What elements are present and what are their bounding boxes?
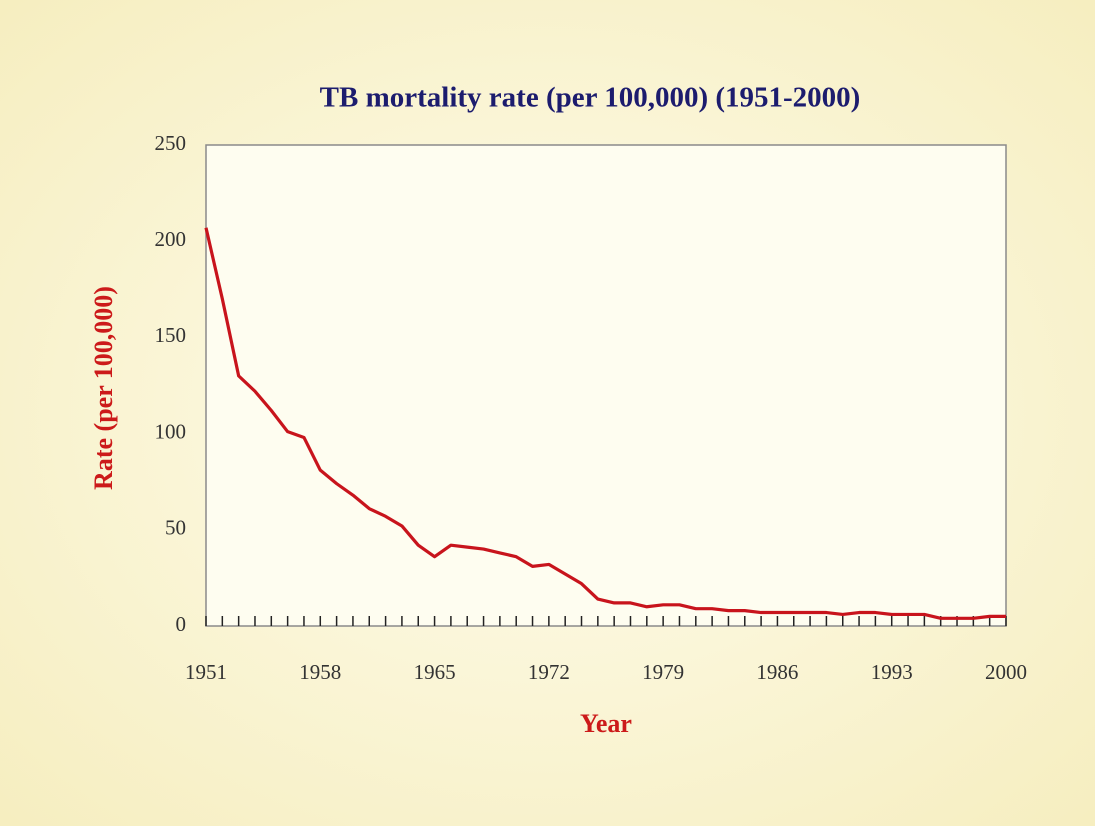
y-tick-label: 200 bbox=[155, 227, 187, 251]
y-tick-label: 50 bbox=[165, 516, 186, 540]
x-tick-label: 1993 bbox=[871, 660, 913, 684]
x-tick-label: 1972 bbox=[528, 660, 570, 684]
plot-area bbox=[205, 144, 1007, 627]
data-line bbox=[204, 227, 1006, 620]
y-tick-label: 100 bbox=[155, 419, 187, 443]
x-tick-label: 1951 bbox=[185, 660, 227, 684]
x-axis-label: Year bbox=[580, 709, 632, 738]
y-tick-label: 250 bbox=[155, 131, 187, 155]
y-tick-label: 150 bbox=[155, 323, 187, 347]
y-axis-label: Rate (per 100,000) bbox=[89, 286, 118, 490]
x-tick-label: 1979 bbox=[642, 660, 684, 684]
chart-title: TB mortality rate (per 100,000) (1951-20… bbox=[320, 82, 861, 114]
x-tick-label: 2000 bbox=[985, 660, 1027, 684]
y-tick-label: 0 bbox=[176, 612, 187, 636]
x-tick-label: 1965 bbox=[414, 660, 456, 684]
x-tick-label: 1958 bbox=[299, 660, 341, 684]
x-tick-label: 1986 bbox=[756, 660, 798, 684]
